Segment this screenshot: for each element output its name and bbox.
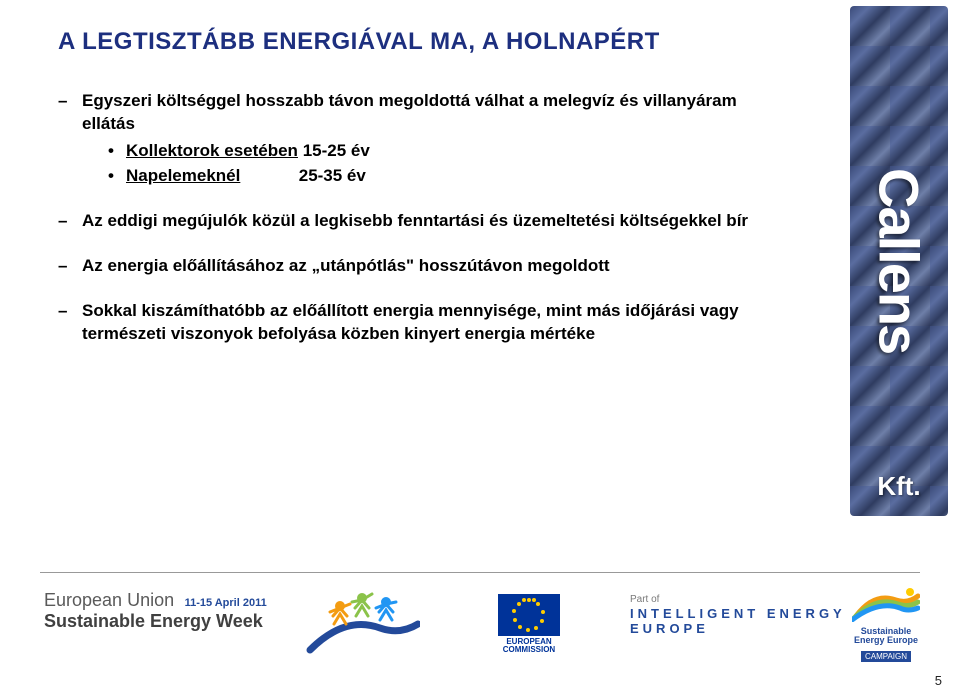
company-suffix: Kft. <box>850 471 948 502</box>
sustainable-energy-logo: Sustainable Energy Europe CAMPAIGN <box>852 586 920 664</box>
eu-line2: Sustainable Energy Week <box>44 611 267 632</box>
sub2-label: Napelemeknél <box>126 165 294 188</box>
slide-footer: European Union 11-15 April 2011 Sustaina… <box>0 572 960 696</box>
page-number: 5 <box>935 673 942 688</box>
eu-date: 11-15 April 2011 <box>185 597 267 609</box>
eu-caption-2: COMMISSION <box>498 646 560 654</box>
sub-bullet-collectors: Kollektorok esetében 15-25 év <box>108 140 758 163</box>
slide-body: Egyszeri költséggel hosszabb távon megol… <box>58 90 758 346</box>
partof-label: Part of <box>630 594 846 605</box>
company-logo-panel: Callens Kft. <box>850 6 948 516</box>
bullet-2: Az eddigi megújulók közül a legkisebb fe… <box>58 210 758 233</box>
iee-line1: INTELLIGENT ENERGY <box>630 607 846 622</box>
see-line2: Energy Europe <box>852 636 920 645</box>
eu-flag-block: EUROPEAN COMMISSION <box>498 594 560 655</box>
sub1-label: Kollektorok esetében <box>126 140 298 163</box>
see-swoosh-icon <box>852 586 920 622</box>
bullet-1-text: Egyszeri költséggel hosszabb távon megol… <box>82 91 737 133</box>
iee-line2: EUROPE <box>630 622 846 637</box>
see-sub: CAMPAIGN <box>861 651 911 662</box>
slide-title: A LEGTISZTÁBB ENERGIÁVAL MA, A HOLNAPÉRT <box>58 28 920 56</box>
bullet-3: Az energia előállításához az „utánpótlás… <box>58 255 758 278</box>
eu-week-block: European Union 11-15 April 2011 Sustaina… <box>44 590 267 632</box>
people-icon <box>300 580 420 660</box>
eu-line1: European Union <box>44 590 174 610</box>
sub1-value: 15-25 év <box>303 140 370 163</box>
company-name: Callens <box>867 168 932 353</box>
sub-bullet-panels: Napelemeknél 25-35 év <box>108 165 758 188</box>
partof-block: Part of INTELLIGENT ENERGY EUROPE <box>630 594 846 637</box>
sub2-value: 25-35 év <box>299 165 366 188</box>
bullet-1: Egyszeri költséggel hosszabb távon megol… <box>58 90 758 188</box>
eu-flag-icon <box>498 594 560 636</box>
bullet-4: Sokkal kiszámíthatóbb az előállított ene… <box>58 300 758 346</box>
footer-divider <box>40 572 920 573</box>
